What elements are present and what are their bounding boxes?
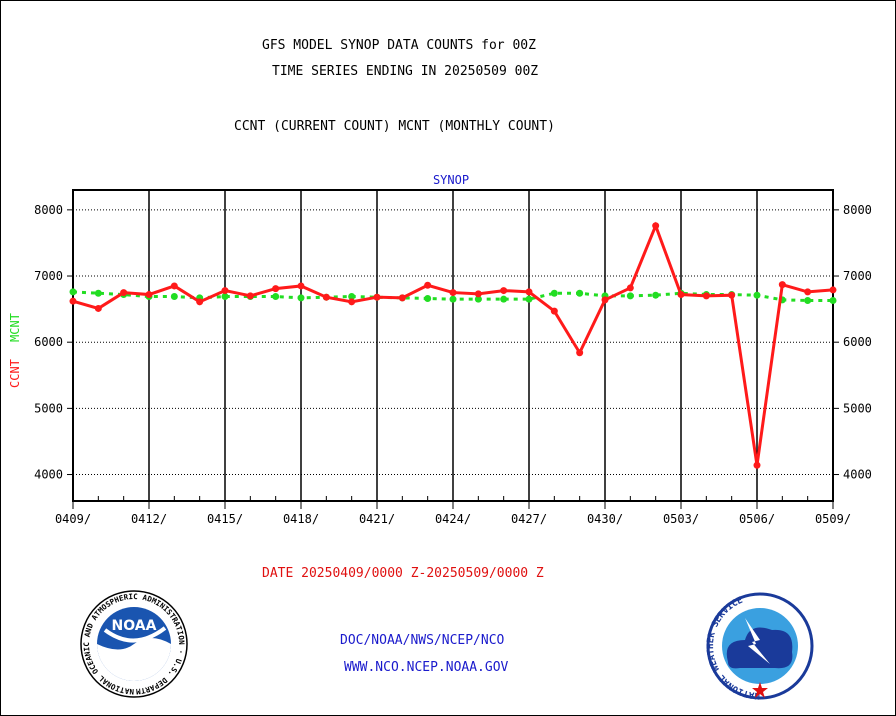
ylabel-mcnt: MCNT — [8, 313, 22, 342]
point-ccnt — [576, 349, 584, 357]
point-ccnt — [677, 291, 685, 299]
point-ccnt — [829, 286, 837, 294]
xtick-label: 0424/ — [435, 512, 471, 526]
date-range: DATE 20250409/0000 Z-20250509/0000 Z — [262, 566, 544, 581]
point-ccnt — [778, 281, 786, 289]
point-ccnt — [626, 284, 634, 292]
header-line-2: TIME SERIES ENDING IN 20250509 00Z — [272, 64, 539, 79]
point-ccnt — [221, 287, 229, 295]
point-ccnt — [550, 307, 558, 315]
point-ccnt — [474, 290, 482, 298]
point-ccnt — [322, 293, 330, 301]
point-mcnt — [500, 295, 508, 303]
point-ccnt — [373, 293, 381, 301]
point-ccnt — [69, 297, 77, 305]
point-ccnt — [753, 461, 761, 469]
noaa-ring-text: NATIONAL OCEANIC AND ATMOSPHERIC ADMINIS… — [0, 0, 186, 696]
point-ccnt — [120, 289, 128, 297]
noaa-logo: NATIONAL OCEANIC AND ATMOSPHERIC ADMINIS… — [0, 0, 188, 698]
point-mcnt — [829, 297, 837, 305]
point-ccnt — [424, 281, 432, 289]
xtick-label: 0503/ — [663, 512, 699, 526]
xtick-label: 0506/ — [739, 512, 775, 526]
point-mcnt — [652, 291, 660, 299]
axis-ticks — [67, 209, 839, 509]
point-ccnt — [348, 298, 356, 306]
point-mcnt — [576, 289, 584, 297]
point-ccnt — [94, 304, 102, 312]
point-mcnt — [626, 292, 634, 300]
point-mcnt — [297, 294, 305, 302]
point-ccnt — [702, 292, 710, 300]
point-ccnt — [500, 287, 508, 295]
point-ccnt — [601, 296, 609, 304]
point-ccnt — [272, 285, 280, 293]
ytick-label-right: 4000 — [843, 468, 872, 482]
ylabel-ccnt: CCNT — [8, 359, 22, 388]
ytick-label-left: 8000 — [34, 203, 63, 217]
svg-text:NATIONAL OCEANIC AND ATMOSPHER: NATIONAL OCEANIC AND ATMOSPHERIC ADMINIS… — [0, 0, 186, 696]
ytick-label-right: 7000 — [843, 269, 872, 283]
point-mcnt — [221, 293, 229, 301]
header-line-1: GFS MODEL SYNOP DATA COUNTS for 00Z — [262, 38, 536, 53]
xtick-label: 0421/ — [359, 512, 395, 526]
axis-labels: 4000 4000 5000 5000 6000 6000 7000 7000 8000 8000… — [34, 203, 872, 526]
point-ccnt — [170, 282, 178, 290]
ytick-label-left: 7000 — [34, 269, 63, 283]
point-mcnt — [474, 295, 482, 303]
point-ccnt — [297, 282, 305, 290]
point-mcnt — [525, 295, 533, 303]
xtick-label: 0509/ — [815, 512, 851, 526]
point-mcnt — [449, 295, 457, 303]
xtick-label: 0412/ — [131, 512, 167, 526]
point-mcnt — [69, 288, 77, 296]
header-line-3: CCNT (CURRENT COUNT) MCNT (MONTHLY COUNT… — [234, 119, 555, 134]
point-ccnt — [449, 289, 457, 297]
point-ccnt — [196, 298, 204, 306]
ytick-label-right: 5000 — [843, 401, 872, 415]
point-ccnt — [728, 291, 736, 299]
ytick-label-left: 4000 — [34, 468, 63, 482]
point-mcnt — [272, 293, 280, 301]
point-mcnt — [424, 295, 432, 303]
point-mcnt — [348, 293, 356, 301]
grid — [73, 190, 833, 501]
point-ccnt — [145, 291, 153, 299]
point-mcnt — [94, 289, 102, 297]
nws-logo: NATIONAL WEATHER SERVICE — [706, 592, 814, 700]
ytick-label-left: 5000 — [34, 401, 63, 415]
point-mcnt — [753, 291, 761, 299]
footer-org: DOC/NOAA/NWS/NCEP/NCO — [340, 633, 505, 648]
ytick-label-right: 6000 — [843, 335, 872, 349]
xtick-label: 0409/ — [55, 512, 91, 526]
chart-title: SYNOP — [433, 173, 469, 187]
series-ccnt — [69, 221, 837, 469]
point-ccnt — [525, 288, 533, 296]
xtick-label: 0418/ — [283, 512, 319, 526]
point-ccnt — [246, 292, 254, 300]
point-ccnt — [652, 222, 660, 230]
footer-url: WWW.NCO.NCEP.NOAA.GOV — [344, 660, 509, 675]
point-ccnt — [398, 294, 406, 302]
point-mcnt — [550, 289, 558, 297]
xtick-label: 0430/ — [587, 512, 623, 526]
xtick-label: 0427/ — [511, 512, 547, 526]
ytick-label-left: 6000 — [34, 335, 63, 349]
noaa-logo-text: NOAA — [112, 618, 157, 634]
xtick-label: 0415/ — [207, 512, 243, 526]
ytick-label-right: 8000 — [843, 203, 872, 217]
point-ccnt — [804, 288, 812, 296]
point-mcnt — [170, 293, 178, 301]
point-mcnt — [804, 297, 812, 305]
